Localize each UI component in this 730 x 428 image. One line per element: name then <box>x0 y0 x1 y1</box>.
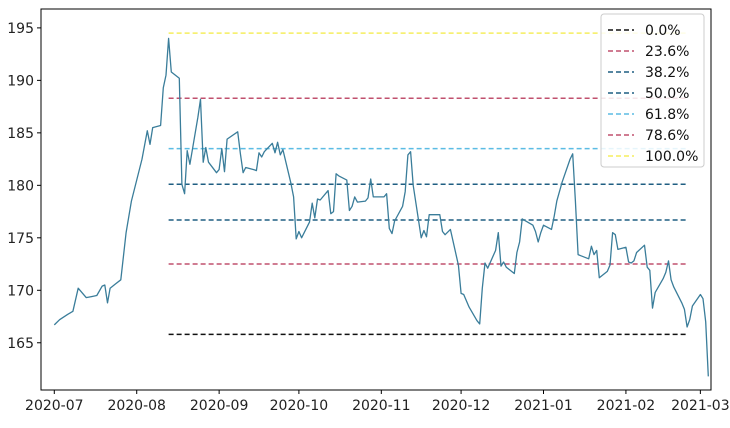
x-tick-label: 2020-12 <box>432 398 491 414</box>
legend-box <box>600 13 705 168</box>
y-tick-label: 180 <box>7 178 34 194</box>
legend-label: 61.8% <box>645 107 689 123</box>
legend-label: 38.2% <box>645 65 689 81</box>
legend-label: 23.6% <box>645 44 689 60</box>
legend-label: 78.6% <box>645 128 689 144</box>
x-tick-label: 2021-03 <box>671 398 730 414</box>
x-tick-label: 2020-11 <box>352 398 411 414</box>
y-axis: 165 170 175 180 185 190 195 <box>7 21 41 352</box>
x-axis: 2020-07 2020-08 2020-09 2020-10 2020-11 2020-… <box>25 390 730 414</box>
legend-label: 50.0% <box>645 86 689 102</box>
y-tick-label: 165 <box>7 336 34 352</box>
y-tick-label: 175 <box>7 231 34 247</box>
legend-label: 100.0% <box>645 149 698 165</box>
x-tick-label: 2020-08 <box>107 398 166 414</box>
plot-frame <box>40 8 712 391</box>
x-tick-label: 2021-02 <box>597 398 656 414</box>
plot-area <box>41 9 711 390</box>
y-tick-label: 185 <box>7 126 34 142</box>
x-tick-label: 2020-10 <box>270 398 329 414</box>
y-tick-label: 195 <box>7 21 34 37</box>
y-tick-label: 170 <box>7 283 34 299</box>
x-tick-label: 2020-09 <box>190 398 249 414</box>
y-tick-label: 190 <box>7 73 34 89</box>
price-series-line <box>53 37 709 377</box>
legend-label: 0.0% <box>645 23 681 39</box>
legend: 0.0% 23.6% 38.2% 50.0% 61.8% 78.6% 100.0% <box>600 13 705 168</box>
x-tick-label: 2020-07 <box>25 398 84 414</box>
x-tick-label: 2021-01 <box>514 398 573 414</box>
